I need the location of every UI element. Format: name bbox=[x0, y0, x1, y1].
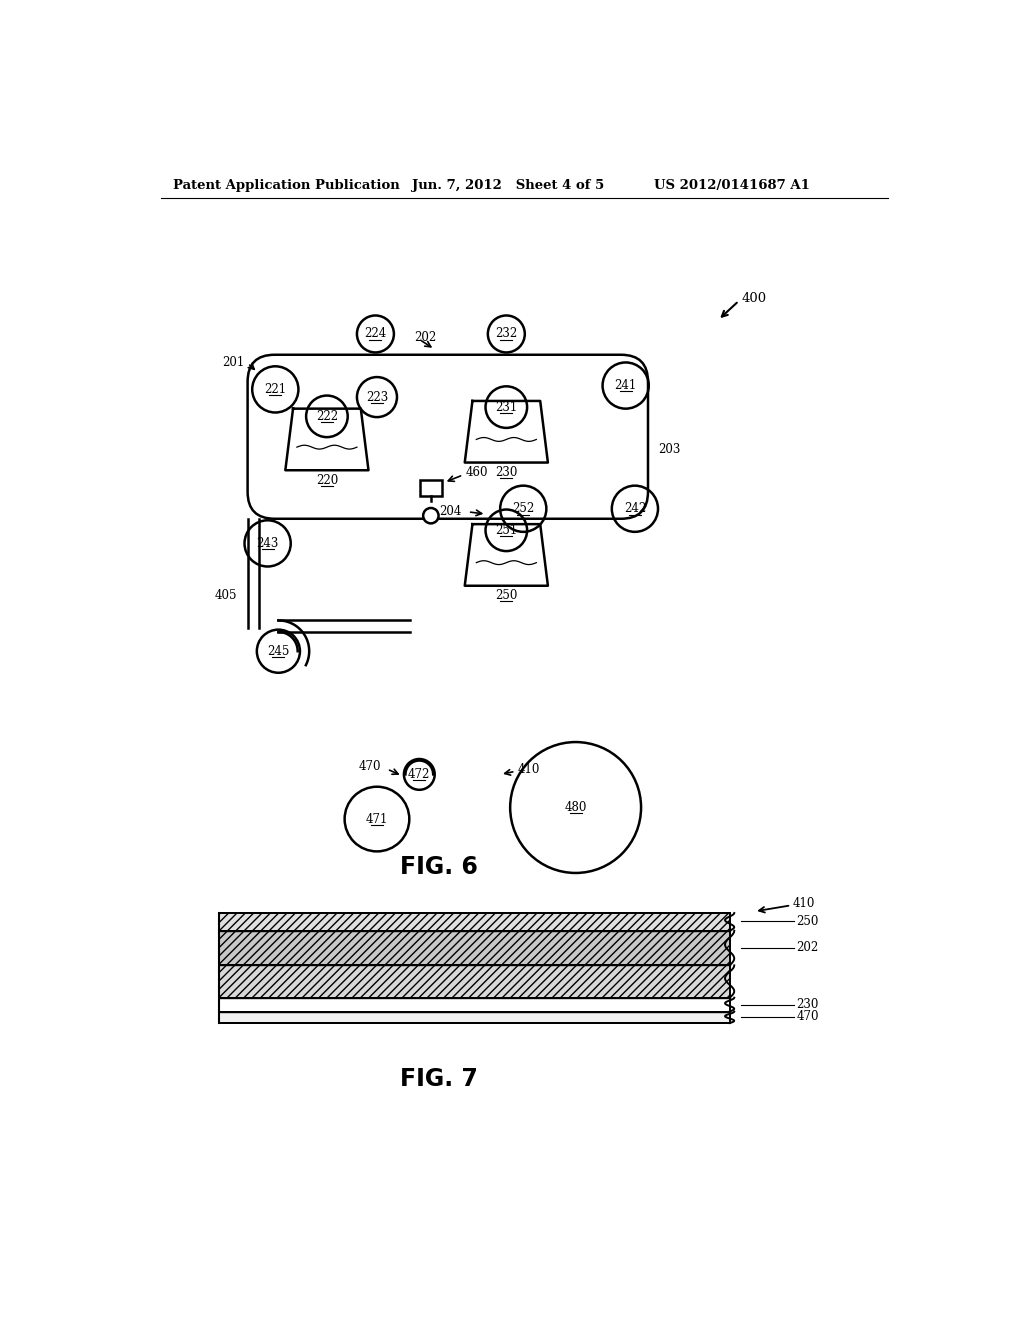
Text: 470: 470 bbox=[797, 1010, 819, 1023]
Text: 204: 204 bbox=[439, 504, 462, 517]
Text: 222: 222 bbox=[315, 409, 338, 422]
Text: 472: 472 bbox=[409, 768, 430, 781]
Text: Patent Application Publication: Patent Application Publication bbox=[173, 178, 399, 191]
Text: 201: 201 bbox=[222, 356, 245, 370]
Text: 252: 252 bbox=[512, 502, 535, 515]
Text: 202: 202 bbox=[797, 941, 819, 954]
Text: 203: 203 bbox=[658, 444, 680, 455]
Text: 230: 230 bbox=[496, 466, 517, 479]
Text: 480: 480 bbox=[564, 801, 587, 814]
Text: 221: 221 bbox=[264, 383, 287, 396]
Bar bbox=[219, 931, 730, 965]
Text: 250: 250 bbox=[797, 915, 819, 928]
Text: 410: 410 bbox=[793, 898, 815, 911]
Bar bbox=[219, 913, 730, 931]
Text: 470: 470 bbox=[358, 760, 381, 774]
Text: 243: 243 bbox=[256, 537, 279, 550]
Text: 241: 241 bbox=[614, 379, 637, 392]
Text: 224: 224 bbox=[365, 327, 386, 341]
Text: FIG. 6: FIG. 6 bbox=[399, 855, 477, 879]
Text: FIG. 7: FIG. 7 bbox=[399, 1067, 477, 1090]
Text: 250: 250 bbox=[496, 589, 517, 602]
Text: 405: 405 bbox=[214, 589, 237, 602]
Bar bbox=[219, 1011, 730, 1023]
Text: 220: 220 bbox=[315, 474, 338, 487]
Bar bbox=[219, 998, 730, 1011]
Text: Jun. 7, 2012   Sheet 4 of 5: Jun. 7, 2012 Sheet 4 of 5 bbox=[412, 178, 604, 191]
Circle shape bbox=[423, 508, 438, 524]
Text: 251: 251 bbox=[496, 524, 517, 537]
Bar bbox=[219, 965, 730, 998]
Text: 400: 400 bbox=[741, 292, 766, 305]
Text: 410: 410 bbox=[518, 763, 541, 776]
Text: 231: 231 bbox=[496, 400, 517, 413]
Text: 223: 223 bbox=[366, 391, 388, 404]
Text: 471: 471 bbox=[366, 813, 388, 825]
Text: 242: 242 bbox=[624, 502, 646, 515]
Bar bbox=[420, 480, 441, 496]
Text: 245: 245 bbox=[267, 644, 290, 657]
Text: 460: 460 bbox=[466, 466, 488, 479]
Text: US 2012/0141687 A1: US 2012/0141687 A1 bbox=[654, 178, 810, 191]
Text: 232: 232 bbox=[496, 327, 517, 341]
Text: 230: 230 bbox=[797, 998, 819, 1011]
Text: 202: 202 bbox=[414, 330, 436, 343]
